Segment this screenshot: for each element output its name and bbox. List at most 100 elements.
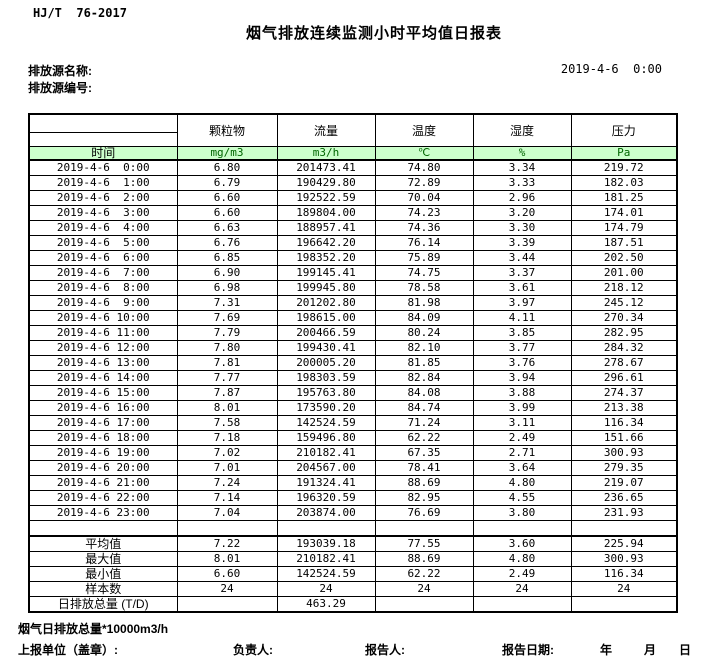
time-cell: 2019-4-6 21:00 <box>28 475 178 491</box>
value-cell: 3.99 <box>472 400 572 416</box>
summary-value-cell: 116.34 <box>570 566 678 582</box>
page-title: 烟气排放连续监测小时平均值日报表 <box>245 25 502 42</box>
reporter-label: 报告人: <box>365 643 405 657</box>
value-cell: 202.50 <box>570 250 678 266</box>
value-cell: 142524.59 <box>276 415 376 431</box>
value-cell: 7.77 <box>176 370 278 386</box>
summary-label-cell: 日排放总量 (T/D) <box>28 596 178 613</box>
value-cell: 74.36 <box>374 220 474 236</box>
value-cell: 6.79 <box>176 175 278 191</box>
empty-cell <box>570 520 678 537</box>
value-cell: 213.38 <box>570 400 678 416</box>
value-cell: 198615.00 <box>276 310 376 326</box>
value-cell: 296.61 <box>570 370 678 386</box>
value-cell: 84.74 <box>374 400 474 416</box>
table-row: 2019-4-6 7:00 6.90 199145.41 74.75 3.37 201.0… <box>28 265 678 281</box>
summary-value-cell: 62.22 <box>374 566 474 582</box>
unit-cell: % <box>472 146 572 161</box>
time-cell: 2019-4-6 16:00 <box>28 400 178 416</box>
value-cell: 192522.59 <box>276 190 376 206</box>
summary-value-cell: 88.69 <box>374 551 474 567</box>
value-cell: 3.97 <box>472 295 572 311</box>
table-row: 2019-4-6 20:00 7.01 204567.00 78.41 3.64 279.… <box>28 460 678 476</box>
time-cell: 2019-4-6 1:00 <box>28 175 178 191</box>
table-row: 2019-4-6 16:00 8.01 173590.20 84.74 3.99 213.… <box>28 400 678 416</box>
value-cell: 219.72 <box>570 159 678 176</box>
value-cell: 6.98 <box>176 280 278 296</box>
value-cell: 151.66 <box>570 430 678 446</box>
summary-row: 样本数 24 24 24 24 24 <box>28 581 678 597</box>
value-cell: 7.87 <box>176 385 278 401</box>
unit-cell: mg/m3 <box>176 146 278 161</box>
summary-value-cell: 4.80 <box>472 551 572 567</box>
value-cell: 196642.20 <box>276 235 376 251</box>
year-label: 年 <box>600 643 613 657</box>
table-row: 2019-4-6 14:00 7.77 198303.59 82.84 3.94 296.… <box>28 370 678 386</box>
value-cell: 8.01 <box>176 400 278 416</box>
value-cell: 3.76 <box>472 355 572 371</box>
value-cell: 159496.80 <box>276 430 376 446</box>
value-cell: 4.55 <box>472 490 572 506</box>
value-cell: 82.84 <box>374 370 474 386</box>
value-cell: 199430.41 <box>276 340 376 356</box>
summary-value-cell: 3.60 <box>472 535 572 552</box>
value-cell: 270.34 <box>570 310 678 326</box>
value-cell: 72.89 <box>374 175 474 191</box>
value-cell: 6.60 <box>176 190 278 206</box>
table-row: 2019-4-6 19:00 7.02 210182.41 67.35 2.71 300.… <box>28 445 678 461</box>
value-cell: 200466.59 <box>276 325 376 341</box>
table-row: 2019-4-6 17:00 7.58 142524.59 71.24 3.11 116.… <box>28 415 678 431</box>
time-cell: 2019-4-6 4:00 <box>28 220 178 236</box>
value-cell: 3.85 <box>472 325 572 341</box>
value-cell: 81.98 <box>374 295 474 311</box>
time-cell: 2019-4-6 22:00 <box>28 490 178 506</box>
value-cell: 4.11 <box>472 310 572 326</box>
value-cell: 76.14 <box>374 235 474 251</box>
value-cell: 6.85 <box>176 250 278 266</box>
table-row: 2019-4-6 5:00 6.76 196642.20 76.14 3.39 187.5… <box>28 235 678 251</box>
unit-cell: ℃ <box>374 146 474 161</box>
value-cell: 7.02 <box>176 445 278 461</box>
value-cell: 7.14 <box>176 490 278 506</box>
value-cell: 6.80 <box>176 159 278 176</box>
value-cell: 210182.41 <box>276 445 376 461</box>
value-cell: 300.93 <box>570 445 678 461</box>
value-cell: 3.80 <box>472 505 572 521</box>
value-cell: 282.95 <box>570 325 678 341</box>
param-name-cell: 压力 <box>570 113 678 147</box>
summary-value-cell: 193039.18 <box>276 535 376 552</box>
value-cell: 70.04 <box>374 190 474 206</box>
table-row: 2019-4-6 9:00 7.31 201202.80 81.98 3.97 245.1… <box>28 295 678 311</box>
value-cell: 173590.20 <box>276 400 376 416</box>
summary-label-cell: 最小值 <box>28 566 178 582</box>
value-cell: 195763.80 <box>276 385 376 401</box>
summary-value-cell: 300.93 <box>570 551 678 567</box>
empty-cell <box>374 520 474 537</box>
value-cell: 231.93 <box>570 505 678 521</box>
time-cell: 2019-4-6 17:00 <box>28 415 178 431</box>
summary-value-cell: 77.55 <box>374 535 474 552</box>
table-row: 2019-4-6 10:00 7.69 198615.00 84.09 4.11 270.… <box>28 310 678 326</box>
value-cell: 204567.00 <box>276 460 376 476</box>
value-cell: 67.35 <box>374 445 474 461</box>
value-cell: 201473.41 <box>276 159 376 176</box>
table-row: 2019-4-6 23:00 7.04 203874.00 76.69 3.80 231.… <box>28 505 678 521</box>
summary-value-cell: 463.29 <box>276 596 376 613</box>
table-body: 2019-4-6 0:00 6.80 201473.41 74.80 3.34 219.7… <box>28 159 678 613</box>
value-cell: 74.23 <box>374 205 474 221</box>
value-cell: 3.94 <box>472 370 572 386</box>
value-cell: 3.44 <box>472 250 572 266</box>
value-cell: 6.76 <box>176 235 278 251</box>
empty-cell <box>28 520 178 537</box>
time-cell: 2019-4-6 3:00 <box>28 205 178 221</box>
table-header: 颗粒物 流量 温度 湿度 压力 时间 mg/m3 m3/h ℃% Pa <box>28 113 678 161</box>
value-cell: 62.22 <box>374 430 474 446</box>
empty-cell <box>176 520 278 537</box>
report-table: 颗粒物 流量 温度 湿度 压力 时间 mg/m3 m3/h ℃% Pa 2019-4-6 0:00… <box>28 113 678 613</box>
summary-value-cell: 2.49 <box>472 566 572 582</box>
table-row: 2019-4-6 12:00 7.80 199430.41 82.10 3.77 284.… <box>28 340 678 356</box>
table-row: 2019-4-6 18:00 7.18 159496.80 62.22 2.49 151.… <box>28 430 678 446</box>
summary-value-cell: 7.22 <box>176 535 278 552</box>
summary-value-cell: 210182.41 <box>276 551 376 567</box>
summary-value-cell: 8.01 <box>176 551 278 567</box>
